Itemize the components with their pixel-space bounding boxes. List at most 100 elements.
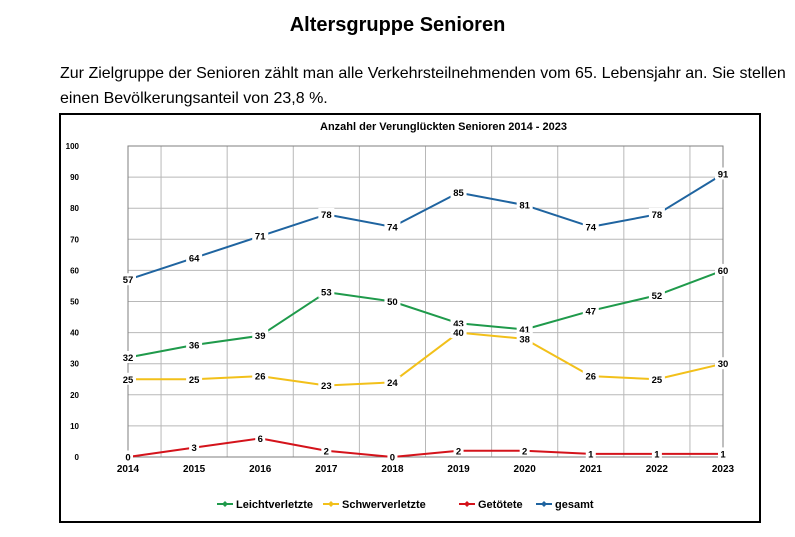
data-label-bg bbox=[120, 350, 136, 363]
series-line-leichtverletzte bbox=[127, 269, 724, 359]
legend-label: Getötete bbox=[478, 499, 523, 511]
data-label-bg bbox=[715, 263, 731, 276]
intro-text: Zur Zielgruppe der Senioren zählt man al… bbox=[60, 65, 786, 107]
x-tick-label: 2017 bbox=[315, 464, 338, 475]
data-label-getoetete: 6 bbox=[258, 434, 263, 445]
data-label-bg bbox=[516, 198, 533, 211]
data-label-leichtverletzte: 32 bbox=[123, 353, 134, 364]
data-label-leichtverletzte: 41 bbox=[519, 325, 530, 336]
data-label-bg bbox=[516, 322, 533, 335]
data-label-bg bbox=[318, 285, 335, 298]
data-label-gesamt: 74 bbox=[585, 222, 596, 233]
data-label-schwerverletzte: 26 bbox=[585, 372, 596, 383]
data-label-bg bbox=[450, 186, 467, 199]
data-label-bg bbox=[718, 447, 728, 460]
x-tick-label: 2022 bbox=[646, 464, 669, 475]
data-label-bg bbox=[186, 251, 203, 264]
legend-item-gesamt: gesamt bbox=[536, 499, 594, 511]
data-label-schwerverletzte: 26 bbox=[255, 372, 266, 383]
data-label-schwerverletzte: 25 bbox=[123, 375, 134, 386]
chart-title: Anzahl der Verunglückten Senioren 2014 -… bbox=[320, 121, 567, 133]
data-label-schwerverletzte: 25 bbox=[652, 375, 663, 386]
data-label-bg bbox=[582, 220, 599, 233]
legend-item-schwerverletzte: Schwerverletzte bbox=[323, 499, 426, 511]
data-label-bg bbox=[186, 338, 203, 351]
data-label-gesamt: 74 bbox=[387, 222, 398, 233]
data-label-bg bbox=[516, 332, 533, 345]
x-tick-label: 2020 bbox=[514, 464, 537, 475]
data-label-bg bbox=[384, 220, 401, 233]
data-label-bg bbox=[387, 450, 398, 463]
data-label-bg bbox=[120, 273, 136, 286]
data-label-leichtverletzte: 52 bbox=[652, 291, 663, 302]
data-label-schwerverletzte: 23 bbox=[321, 381, 332, 392]
legend-item-getoetete: Getötete bbox=[459, 499, 523, 511]
data-label-bg bbox=[123, 450, 133, 463]
data-label-bg bbox=[648, 288, 665, 301]
data-label-bg bbox=[318, 378, 335, 391]
data-label-gesamt: 85 bbox=[453, 188, 464, 199]
chart-frame: Anzahl der Verunglückten Senioren 2014 -… bbox=[59, 113, 761, 523]
legend-label: Schwerverletzte bbox=[342, 499, 426, 511]
y-tick-label: 0 bbox=[75, 453, 80, 462]
data-label-leichtverletzte: 43 bbox=[453, 319, 464, 330]
line-chart: Anzahl der Verunglückten Senioren 2014 -… bbox=[66, 121, 735, 511]
data-label-bg bbox=[252, 369, 269, 382]
y-tick-label: 60 bbox=[70, 266, 79, 275]
data-label-leichtverletzte: 50 bbox=[387, 297, 398, 308]
data-label-bg bbox=[519, 444, 530, 457]
data-label-gesamt: 71 bbox=[255, 232, 266, 243]
page-title: Altersgruppe Senioren bbox=[289, 14, 506, 36]
data-label-gesamt: 57 bbox=[123, 275, 134, 286]
data-label-bg bbox=[453, 444, 464, 457]
x-tick-label: 2023 bbox=[712, 464, 735, 475]
data-label-bg bbox=[648, 372, 665, 385]
data-label-gesamt: 91 bbox=[718, 169, 729, 180]
x-tick-label: 2015 bbox=[183, 464, 206, 475]
legend-label: gesamt bbox=[555, 499, 594, 511]
plot-area bbox=[127, 145, 724, 458]
data-label-getoetete: 0 bbox=[390, 453, 395, 464]
data-label-leichtverletzte: 39 bbox=[255, 331, 266, 342]
legend-marker bbox=[464, 501, 470, 507]
data-label-leichtverletzte: 60 bbox=[718, 266, 729, 277]
data-label-leichtverletzte: 36 bbox=[189, 341, 200, 352]
y-tick-label: 10 bbox=[70, 422, 79, 431]
legend-marker bbox=[541, 501, 547, 507]
x-tick-label: 2018 bbox=[381, 464, 404, 475]
data-label-bg bbox=[450, 326, 467, 339]
y-tick-label: 100 bbox=[66, 142, 80, 151]
x-tick-label: 2014 bbox=[117, 464, 140, 475]
y-tick-label: 80 bbox=[70, 204, 79, 213]
data-label-getoetete: 0 bbox=[125, 453, 130, 464]
data-label-gesamt: 78 bbox=[652, 210, 663, 221]
data-label-gesamt: 64 bbox=[189, 253, 200, 264]
data-label-bg bbox=[582, 304, 599, 317]
data-label-bg bbox=[252, 229, 269, 242]
data-label-getoetete: 2 bbox=[522, 446, 527, 457]
data-label-getoetete: 1 bbox=[720, 449, 726, 460]
data-label-bg bbox=[255, 431, 266, 444]
data-label-getoetete: 2 bbox=[456, 446, 461, 457]
data-label-bg bbox=[384, 295, 401, 307]
data-label-getoetete: 2 bbox=[324, 446, 329, 457]
y-tick-label: 20 bbox=[70, 391, 79, 400]
series-line-getoetete bbox=[127, 437, 723, 458]
data-label-schwerverletzte: 38 bbox=[519, 334, 530, 345]
y-tick-label: 90 bbox=[70, 173, 79, 182]
y-tick-label: 50 bbox=[70, 298, 79, 307]
legend-marker bbox=[222, 501, 228, 507]
data-label-gesamt: 78 bbox=[321, 210, 332, 221]
y-tick-label: 70 bbox=[70, 235, 79, 244]
data-label-bg bbox=[715, 357, 731, 370]
y-tick-label: 30 bbox=[70, 360, 79, 369]
data-label-bg bbox=[648, 207, 665, 220]
data-label-bg bbox=[186, 372, 203, 385]
x-tick-label: 2016 bbox=[249, 464, 272, 475]
data-label-leichtverletzte: 53 bbox=[321, 288, 332, 299]
data-label-gesamt: 81 bbox=[519, 201, 530, 212]
data-label-bg bbox=[321, 444, 332, 457]
data-label-bg bbox=[715, 167, 731, 180]
data-label-bg bbox=[651, 447, 662, 460]
y-tick-label: 40 bbox=[70, 329, 79, 338]
